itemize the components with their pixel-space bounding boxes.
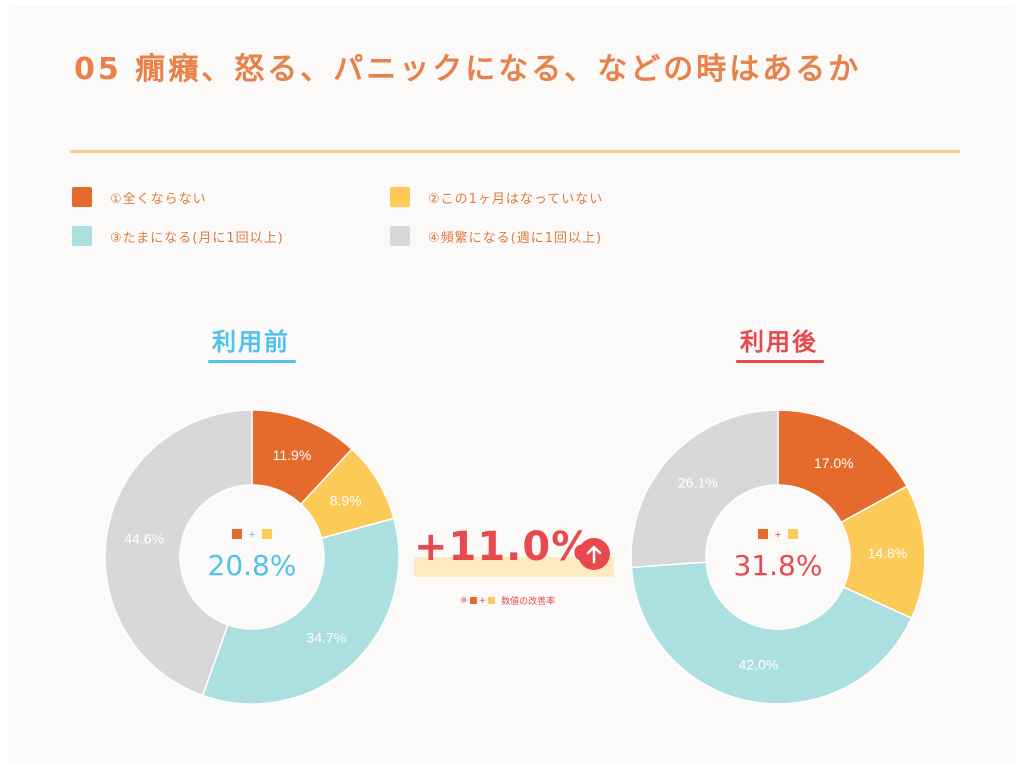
note-text: 数値の改善率 (501, 597, 556, 607)
after-slice-label-1: 17.0% (814, 455, 854, 471)
legend-swatch-4 (390, 226, 410, 246)
before-slice-label-1: 11.9% (273, 447, 312, 463)
before-center-value: 20.8% (208, 549, 297, 582)
note-plus: + (478, 595, 487, 606)
note-orange-square (469, 597, 477, 604)
legend-label-3: ③たまになる(月に1回以上) (110, 230, 284, 246)
legend-swatch-3 (72, 226, 92, 246)
after-slice-4 (630, 409, 779, 569)
title-divider (70, 150, 960, 153)
after-center-plus: + (775, 529, 781, 541)
after-slice-label-4: 26.1% (678, 474, 718, 490)
after-center-value: 31.8% (734, 549, 823, 582)
after-center-yellow-square (788, 529, 798, 539)
before-slice-3 (201, 517, 400, 705)
before-slice-label-3: 34.7% (307, 629, 347, 645)
legend-item-1: ①全くならない (72, 186, 207, 208)
legend-swatch-1 (72, 187, 92, 207)
up-arrow-icon (578, 538, 610, 570)
improvement-note: ※ + 数値の改善率 (460, 594, 556, 608)
before-slice-4 (104, 409, 253, 697)
legend-item-3: ③たまになる(月に1回以上) (72, 225, 284, 247)
after-slice-3 (630, 561, 913, 705)
before-heading: 利用前 (212, 328, 290, 356)
legend-label-1: ①全くならない (110, 191, 207, 207)
improvement-value: +11.0% (414, 524, 593, 570)
legend-label-2: ②この1ヶ月はなっていない (428, 191, 604, 207)
legend-swatch-2 (390, 187, 410, 207)
after-slice-label-3: 42.0% (739, 657, 779, 673)
note-prefix: ※ (460, 595, 468, 606)
page-title: 05 癇癪、怒る、パニックになる、などの時はあるか (74, 52, 862, 87)
legend-label-4: ④頻繁になる(週に1回以上) (428, 230, 603, 246)
before-slice-label-2: 8.9% (330, 492, 362, 508)
after-slice-1 (777, 409, 908, 524)
improvement-highlight (414, 557, 614, 577)
before-heading-underline (208, 360, 296, 363)
after-heading-underline (736, 360, 824, 363)
note-yellow-square (488, 597, 496, 604)
after-center-orange-square (758, 529, 768, 539)
legend-item-2: ②この1ヶ月はなっていない (390, 186, 603, 208)
before-center-plus: + (249, 529, 255, 541)
before-center-yellow-square (262, 529, 272, 539)
before-center-orange-square (232, 529, 242, 539)
before-slice-label-4: 44.6% (124, 530, 164, 546)
after-slice-label-2: 14.8% (868, 545, 908, 561)
after-heading: 利用後 (740, 328, 818, 356)
legend-item-4: ④頻繁になる(週に1回以上) (390, 225, 602, 247)
